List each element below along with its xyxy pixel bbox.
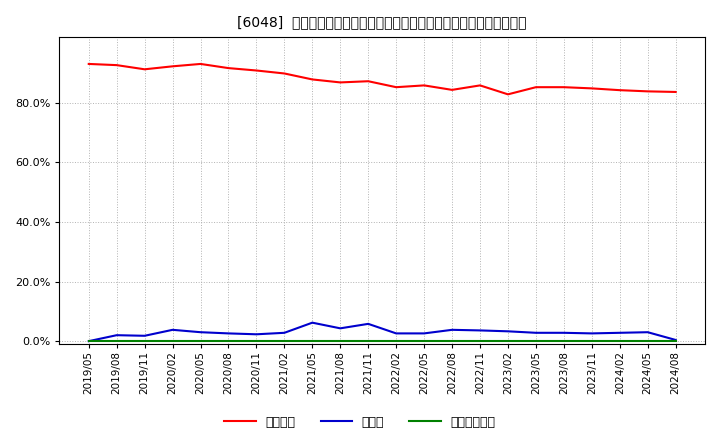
- 繰延税金資産: [336, 338, 345, 344]
- 自己資本: [588, 86, 596, 91]
- のれん: [84, 338, 93, 344]
- 自己資本: [504, 92, 513, 97]
- 繰延税金資産: [252, 338, 261, 344]
- 自己資本: [476, 83, 485, 88]
- 繰延税金資産: [531, 338, 540, 344]
- 自己資本: [308, 77, 317, 82]
- 自己資本: [84, 61, 93, 66]
- のれん: [671, 337, 680, 343]
- 自己資本: [336, 80, 345, 85]
- のれん: [616, 330, 624, 335]
- 繰延税金資産: [364, 338, 372, 344]
- のれん: [448, 327, 456, 333]
- 繰延税金資産: [84, 338, 93, 344]
- のれん: [559, 330, 568, 335]
- 自己資本: [140, 67, 149, 72]
- 繰延税金資産: [308, 338, 317, 344]
- 繰延税金資産: [476, 338, 485, 344]
- 自己資本: [197, 61, 205, 66]
- のれん: [140, 333, 149, 338]
- 自己資本: [671, 89, 680, 95]
- 繰延税金資産: [392, 338, 400, 344]
- 繰延税金資産: [559, 338, 568, 344]
- のれん: [644, 330, 652, 335]
- のれん: [280, 330, 289, 335]
- のれん: [504, 329, 513, 334]
- 自己資本: [168, 64, 177, 69]
- のれん: [168, 327, 177, 333]
- 繰延税金資産: [671, 338, 680, 344]
- 自己資本: [252, 68, 261, 73]
- 繰延税金資産: [197, 338, 205, 344]
- Line: のれん: のれん: [89, 323, 675, 341]
- 自己資本: [392, 84, 400, 90]
- 自己資本: [364, 79, 372, 84]
- 繰延税金資産: [168, 338, 177, 344]
- 繰延税金資産: [644, 338, 652, 344]
- のれん: [336, 326, 345, 331]
- Title: [6048]  自己資本、のれん、繰延税金資産の総資産に対する比率の推移: [6048] 自己資本、のれん、繰延税金資産の総資産に対する比率の推移: [238, 15, 527, 29]
- 自己資本: [224, 66, 233, 71]
- Line: 自己資本: 自己資本: [89, 64, 675, 94]
- 繰延税金資産: [280, 338, 289, 344]
- のれん: [224, 331, 233, 336]
- のれん: [197, 330, 205, 335]
- 繰延税金資産: [616, 338, 624, 344]
- のれん: [420, 331, 428, 336]
- 自己資本: [559, 84, 568, 90]
- のれん: [308, 320, 317, 325]
- のれん: [364, 321, 372, 326]
- 繰延税金資産: [140, 338, 149, 344]
- 自己資本: [644, 89, 652, 94]
- 自己資本: [280, 71, 289, 76]
- 自己資本: [448, 87, 456, 92]
- 自己資本: [531, 84, 540, 90]
- のれん: [112, 333, 121, 338]
- のれん: [531, 330, 540, 335]
- 自己資本: [112, 62, 121, 68]
- Legend: 自己資本, のれん, 繰延税金資産: 自己資本, のれん, 繰延税金資産: [220, 411, 500, 434]
- のれん: [588, 331, 596, 336]
- 繰延税金資産: [112, 338, 121, 344]
- のれん: [476, 328, 485, 333]
- のれん: [392, 331, 400, 336]
- 繰延税金資産: [224, 338, 233, 344]
- のれん: [252, 332, 261, 337]
- 自己資本: [420, 83, 428, 88]
- 繰延税金資産: [420, 338, 428, 344]
- 繰延税金資産: [504, 338, 513, 344]
- 繰延税金資産: [448, 338, 456, 344]
- 自己資本: [616, 88, 624, 93]
- 繰延税金資産: [588, 338, 596, 344]
